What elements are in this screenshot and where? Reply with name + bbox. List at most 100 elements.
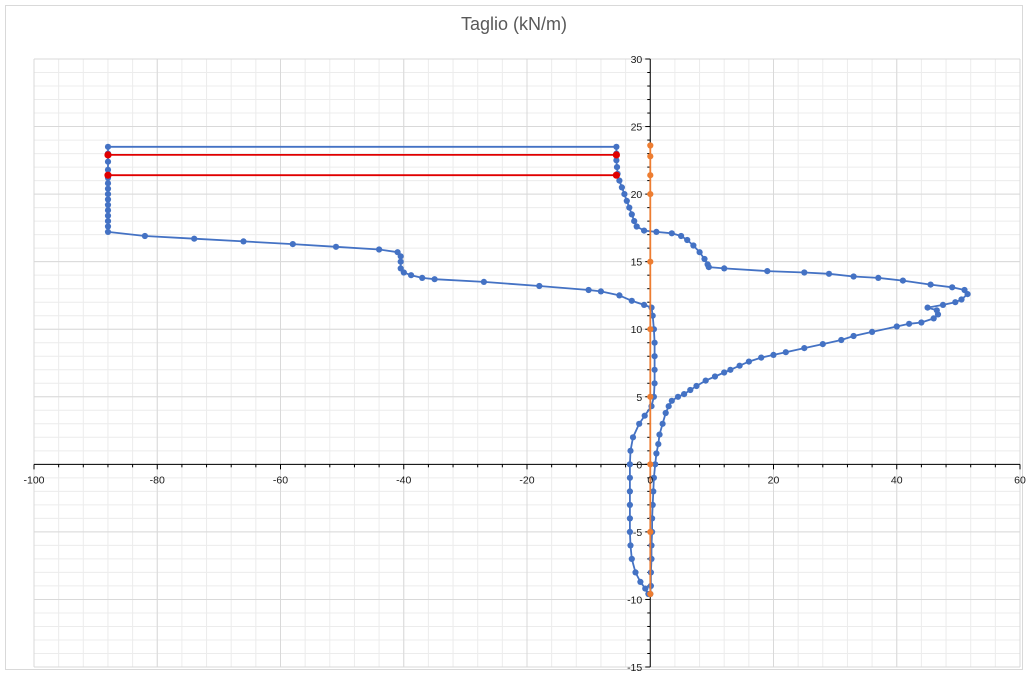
data-point-0 [819,341,826,348]
data-point-2 [612,171,621,179]
data-point-0 [641,301,648,308]
data-point-0 [702,377,709,384]
data-point-0 [651,380,658,387]
data-point-0 [626,488,634,495]
data-point-0 [958,296,965,303]
data-point-0 [628,211,635,218]
x-tick-label: -100 [23,474,44,486]
data-point-0 [875,274,882,281]
data-point-0 [636,420,643,427]
data-point-0 [629,434,637,441]
data-point-0 [668,230,675,237]
data-point-0 [633,223,640,230]
data-point-0 [651,366,658,373]
data-point-3 [647,172,654,179]
data-point-3 [647,191,654,198]
data-point-0 [705,264,712,271]
data-point-0 [626,204,633,211]
data-point-0 [641,227,648,234]
data-point-0 [687,386,694,394]
data-point-0 [104,158,112,165]
data-point-0 [585,286,592,294]
data-point-0 [665,403,672,410]
data-point-3 [647,393,654,400]
data-point-0 [627,447,634,454]
data-point-0 [613,143,620,150]
x-tick-label: 0 [647,474,653,486]
data-point-0 [656,431,663,438]
data-point-0 [869,328,876,335]
data-point-0 [648,555,655,563]
data-point-0 [650,488,657,495]
data-point-0 [684,236,691,244]
data-point-0 [141,232,148,240]
data-point-3 [647,326,654,333]
data-point-0 [850,332,857,340]
series-layer [104,142,971,598]
data-point-3 [647,528,654,536]
data-point-0 [949,284,956,291]
data-point-0 [893,323,900,330]
data-point-1 [612,151,621,159]
tick-labels: -100 -80 -60 -40 -20 0 20 40 60 -15 -10 -5 0 5 10 15 20 2… [23,54,1026,674]
data-point-0 [626,501,634,508]
series-line-0 [107,145,969,595]
data-point-3 [647,153,654,160]
x-tick-label: -80 [150,474,165,486]
data-point-0 [678,232,685,240]
data-point-0 [332,243,340,250]
data-point-0 [650,474,658,481]
data-point-0 [626,474,634,481]
y-tick-label: 30 [631,54,643,66]
data-point-0 [240,238,247,245]
data-point-0 [782,349,789,356]
data-point-0 [758,354,765,361]
data-point-0 [838,336,845,344]
data-point-0 [621,191,628,198]
y-tick-label: -5 [633,527,642,539]
chart-title: Taglio (kN/m) [460,14,567,34]
data-point-0 [711,373,719,380]
y-tick-label: -10 [627,594,642,606]
data-point-0 [104,218,112,225]
data-point-0 [801,269,808,276]
data-point-0 [668,397,675,404]
data-point-0 [918,319,925,326]
data-point-0 [721,265,728,272]
data-point-0 [613,164,621,171]
x-tick-label: 40 [891,474,903,486]
data-point-0 [721,369,728,376]
data-point-0 [408,272,415,279]
data-point-0 [637,578,644,586]
data-point-0 [394,249,401,256]
y-tick-label: 10 [631,324,643,336]
data-point-0 [930,315,937,322]
x-tick-label: -40 [396,474,411,486]
data-point-0 [770,351,777,358]
data-point-0 [681,391,688,398]
data-point-0 [934,311,942,318]
data-point-1 [104,151,112,159]
data-point-0 [674,393,682,400]
data-point-3 [647,258,654,265]
data-point-0 [628,555,635,563]
data-point-0 [104,166,112,173]
data-point-0 [431,276,438,283]
data-point-0 [104,196,112,203]
data-point-3 [647,142,654,149]
data-point-0 [701,255,708,263]
data-point-0 [736,362,743,369]
x-tick-label: 60 [1014,474,1026,486]
data-point-2 [104,171,112,179]
data-point-0 [628,297,635,304]
y-tick-label: -15 [627,662,642,674]
data-point-0 [419,274,426,281]
data-point-0 [927,281,934,288]
data-point-0 [693,382,700,390]
data-point-0 [613,157,620,164]
data-point-0 [952,299,959,306]
data-point-0 [480,278,487,285]
data-point-0 [289,241,296,248]
major-gridlines [33,58,1021,668]
